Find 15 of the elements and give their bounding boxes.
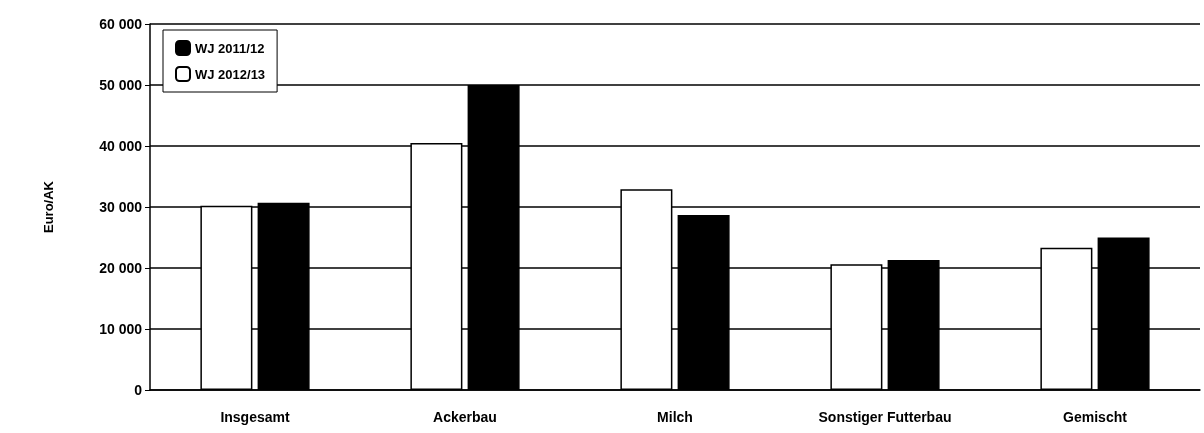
x-tick-label: Milch bbox=[657, 409, 693, 425]
y-tick-label: 30 000 bbox=[99, 199, 143, 215]
x-tick-label: Gemischt bbox=[1063, 409, 1128, 425]
y-tick-label: 50 000 bbox=[99, 77, 143, 93]
y-tick-label: 0 bbox=[134, 382, 143, 398]
y-axis-title: Euro/AK bbox=[41, 180, 56, 233]
legend-label: WJ 2011/12 bbox=[195, 40, 265, 56]
x-tick-label: Insgesamt bbox=[220, 409, 290, 425]
y-tick-label: 10 000 bbox=[99, 321, 143, 337]
x-tick-label: Ackerbau bbox=[433, 409, 497, 425]
y-tick-label: 20 000 bbox=[99, 260, 143, 276]
y-tick-label: 40 000 bbox=[99, 138, 143, 154]
x-tick-label: Sonstiger Futterbau bbox=[818, 409, 952, 425]
legend-label: WJ 2012/13 bbox=[195, 66, 266, 82]
y-tick-label: 60 000 bbox=[99, 16, 143, 32]
